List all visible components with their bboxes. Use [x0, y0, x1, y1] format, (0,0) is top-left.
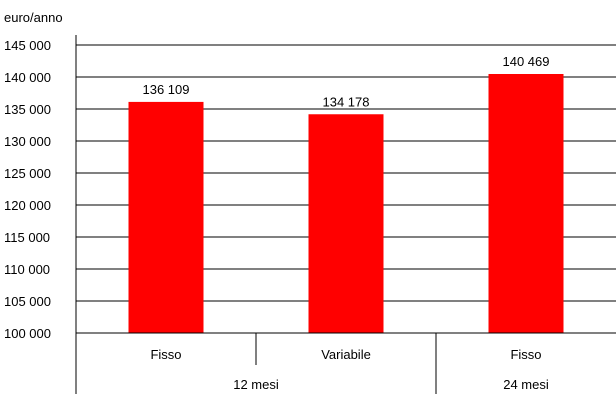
bar — [128, 101, 204, 333]
data-label: 134 178 — [323, 94, 370, 109]
y-tick-label: 100 000 — [4, 326, 51, 341]
group-label: 12 mesi — [233, 377, 279, 392]
y-tick-label: 120 000 — [4, 198, 51, 213]
y-tick-label: 125 000 — [4, 166, 51, 181]
data-labels: 136 109 134 178 140 469 — [143, 54, 550, 109]
x-tick-label: Fisso — [510, 347, 541, 362]
y-tick-label: 110 000 — [4, 262, 50, 277]
group-label: 24 mesi — [503, 377, 549, 392]
y-axis-unit-label: euro/anno — [4, 10, 63, 25]
y-tick-label: 130 000 — [4, 134, 51, 149]
bar — [308, 114, 384, 333]
x-tick-label: Fisso — [150, 347, 181, 362]
data-label: 136 109 — [143, 82, 190, 97]
x-axis: Fisso Variabile Fisso 12 mesi 24 mesi — [75, 35, 616, 394]
y-tick-label: 105 000 — [4, 294, 51, 309]
y-tick-label: 115 000 — [4, 230, 50, 245]
data-label: 140 469 — [503, 54, 550, 69]
x-tick-label: Variabile — [321, 347, 371, 362]
y-tick-label: 145 000 — [4, 38, 51, 53]
y-tick-label: 140 000 — [4, 70, 51, 85]
bars — [128, 73, 564, 333]
y-tick-label: 135 000 — [4, 102, 51, 117]
y-axis-tick-labels: 100 000 105 000 110 000 115 000 120 000 125 0… — [4, 38, 51, 341]
bar — [488, 73, 564, 333]
